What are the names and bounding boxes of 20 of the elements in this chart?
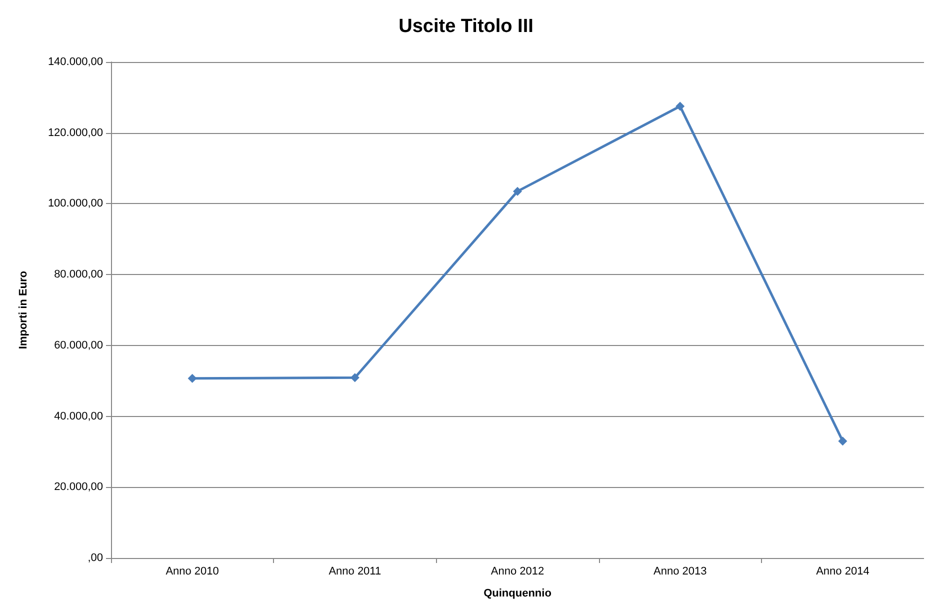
x-tick-label: Anno 2013 bbox=[653, 566, 707, 578]
x-tick-label: Anno 2010 bbox=[166, 566, 219, 578]
y-tick-label: ,00 bbox=[88, 552, 103, 564]
x-tick-label: Anno 2012 bbox=[490, 566, 544, 578]
y-tick-label: 120.000,00 bbox=[48, 126, 103, 139]
y-axis-title: Importi in Euro bbox=[18, 270, 30, 350]
y-tick-label: 80.000,00 bbox=[54, 268, 103, 281]
point bbox=[676, 102, 685, 111]
x-tick-label: Anno 2014 bbox=[816, 566, 870, 578]
x-tick-label: Anno 2011 bbox=[328, 566, 382, 578]
point bbox=[188, 374, 197, 383]
y-tick-label: 40.000,00 bbox=[54, 410, 103, 422]
y-tick-label: 60.000,00 bbox=[54, 339, 103, 352]
chart-title: Uscite Titolo III bbox=[398, 16, 534, 37]
x-axis-title: Quinquennio bbox=[484, 588, 552, 600]
y-tick-label: 100.000,00 bbox=[48, 198, 103, 210]
y-tick-label: 140.000,00 bbox=[48, 56, 103, 68]
y-tick-label: 20.000,00 bbox=[54, 481, 103, 494]
point bbox=[513, 186, 522, 196]
point bbox=[838, 436, 848, 446]
